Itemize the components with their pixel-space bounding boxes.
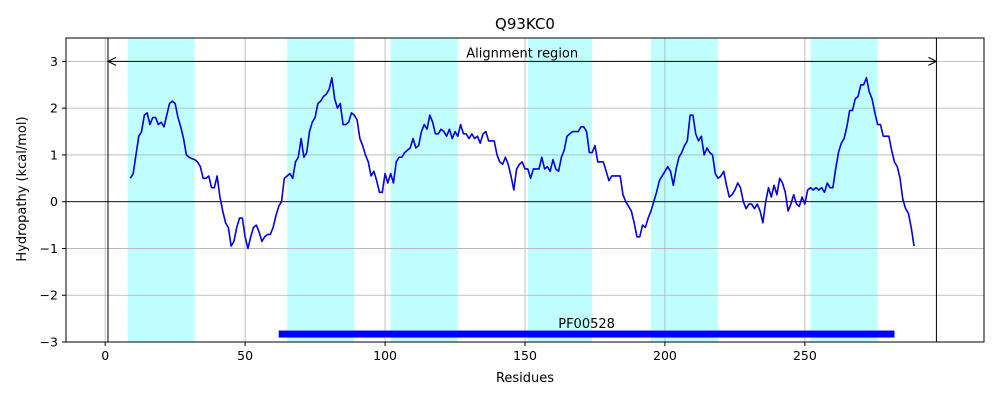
alignment-region-label: Alignment region [466,46,578,61]
shaded-region [527,38,593,342]
x-tick-label: 100 [373,348,397,363]
y-tick-label: 1 [50,147,58,162]
y-axis-label: Hydropathy (kcal/mol) [15,116,30,261]
domain-label: PF00528 [558,317,615,332]
x-axis-label: Residues [496,371,554,386]
y-tick-label: −3 [40,335,58,350]
y-tick-label: 2 [50,101,58,116]
x-tick-label: 250 [793,348,817,363]
shaded-region [287,38,355,342]
series-layer [129,76,915,250]
alignment-arrow-right-head [928,56,938,66]
shaded-region [810,38,878,342]
annotations: Alignment region PF00528 [106,46,938,338]
alignment-boundaries [107,38,937,342]
domain-bar [278,330,895,338]
x-tick-label: 200 [653,348,677,363]
x-tick-label: 0 [101,348,109,363]
y-tick-label: 0 [50,194,58,209]
alignment-arrow-left-head [106,56,117,66]
y-tick-label: −1 [40,241,58,256]
chart-title: Q93KC0 [495,15,555,33]
shaded-regions [127,38,878,342]
hydropathy-line [129,76,915,250]
shaded-region [390,38,458,342]
shaded-region [650,38,719,342]
x-tick-label: 150 [513,348,537,363]
axis-ticks: 0 50 100 150 200 250 −3 −2 −1 0 1 2 3 [40,54,817,363]
x-tick-label: 50 [237,348,253,363]
shaded-region [127,38,195,342]
y-tick-label: 3 [50,54,58,69]
y-tick-label: −2 [40,288,58,303]
